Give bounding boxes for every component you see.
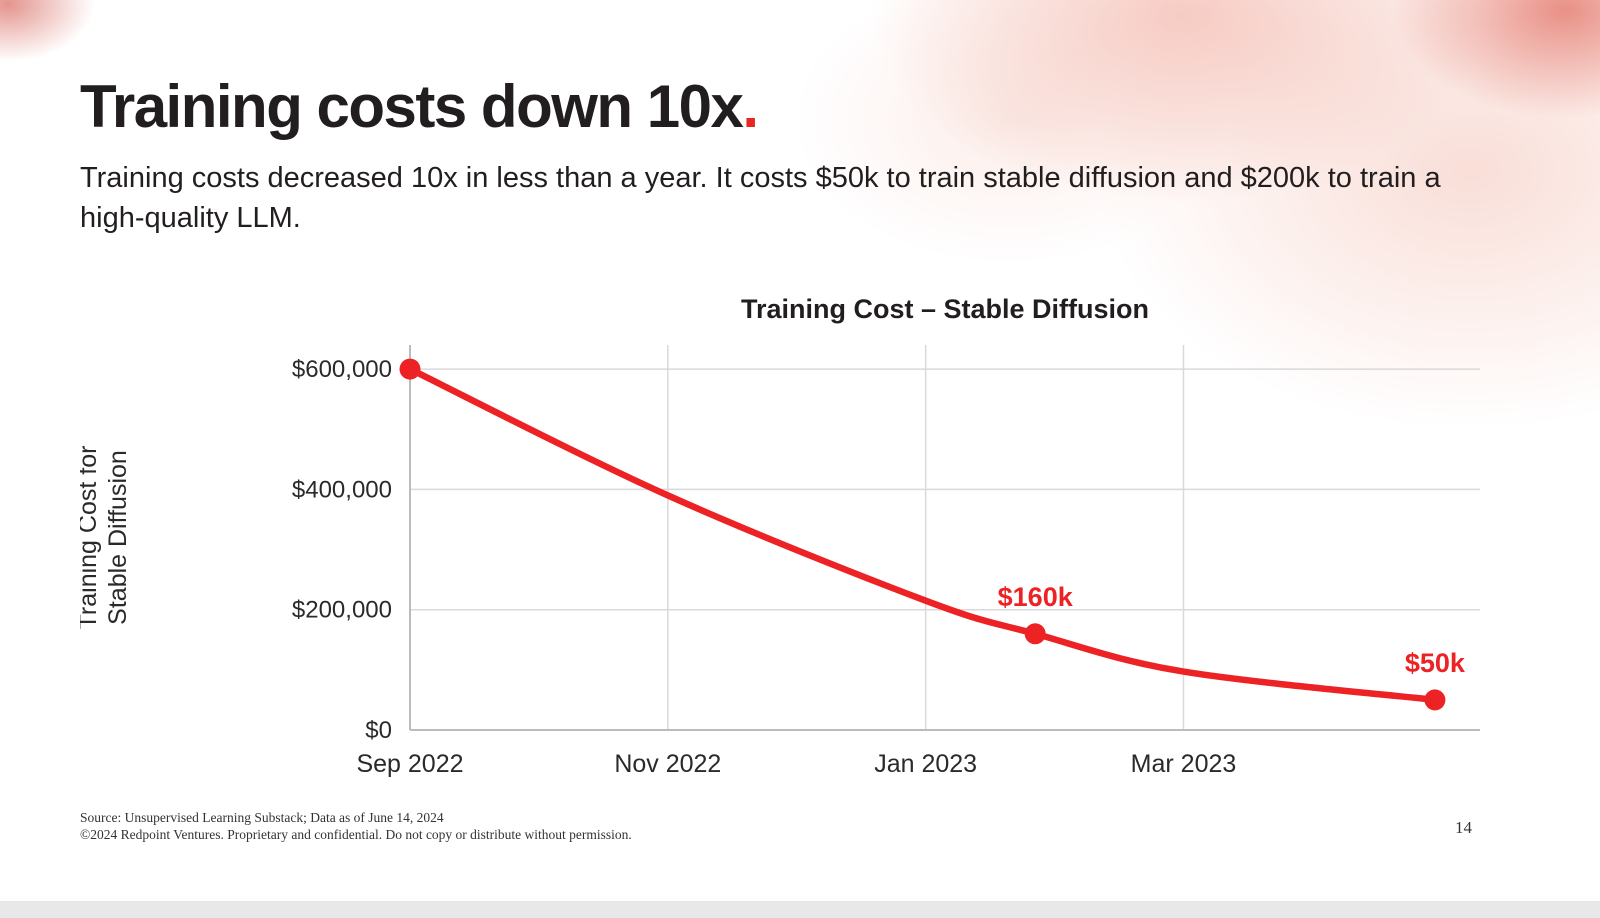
data-point-marker xyxy=(1024,623,1046,645)
y-tick-label: $600,000 xyxy=(292,356,392,383)
x-tick-label: Sep 2022 xyxy=(356,750,463,778)
x-tick-label: Jan 2023 xyxy=(874,750,977,778)
chart-svg: Sep 2022 Nov 2022 Jan 2023 Mar 2023 $0 $200,0… xyxy=(80,294,1480,778)
slide-subtitle: Training costs decreased 10x in less tha… xyxy=(80,162,1441,235)
slide-title: Training costs down 10x. xyxy=(80,72,759,141)
y-tick-label: $200,000 xyxy=(292,597,392,624)
data-point-label: $50k xyxy=(1405,648,1466,678)
footer-copyright-line: ©2024 Redpoint Ventures. Proprietary and… xyxy=(80,826,632,842)
data-point-label: $160k xyxy=(998,582,1074,612)
x-tick-label: Mar 2023 xyxy=(1131,750,1237,778)
x-tick-label: Nov 2022 xyxy=(614,750,721,778)
footer-source-line: Source: Unsupervised Learning Substack; … xyxy=(80,810,444,825)
data-point-marker xyxy=(1424,689,1446,711)
title-period-accent: . xyxy=(742,73,759,140)
y-axis-label-line: Stable Diffusion xyxy=(104,450,132,625)
y-axis-label-line: Training Cost for xyxy=(80,446,102,630)
footer: Source: Unsupervised Learning Substack; … xyxy=(80,810,632,844)
chart-title: Training Cost – Stable Diffusion xyxy=(741,294,1149,324)
series-line xyxy=(406,365,1439,704)
y-tick-label: $400,000 xyxy=(292,476,392,503)
data-point-marker xyxy=(399,358,421,380)
y-tick-label: $0 xyxy=(365,717,392,744)
y-axis-label: Training Cost for Stable Diffusion xyxy=(80,446,132,630)
bottom-bar xyxy=(0,901,1600,918)
slide-title-text: Training costs down 10x xyxy=(80,73,744,140)
training-cost-chart: Sep 2022 Nov 2022 Jan 2023 Mar 2023 $0 $200,0… xyxy=(80,280,1520,800)
page-number: 14 xyxy=(1455,818,1472,837)
